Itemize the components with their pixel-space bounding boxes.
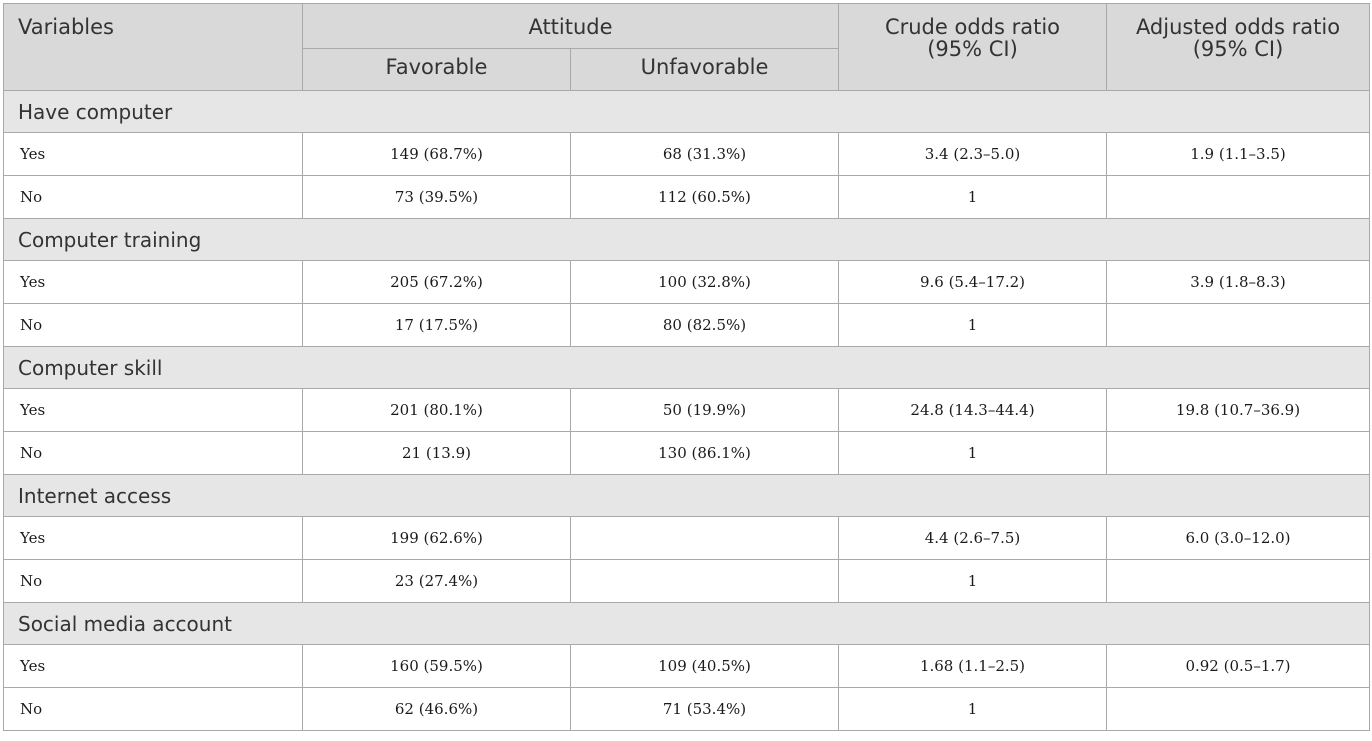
table-row: Yes 205 (67.2%) 100 (32.8%) 9.6 (5.4–17.… [3,260,1370,304]
cell-crude-or: 1 [838,175,1107,219]
cell-unfavorable: 71 (53.4%) [570,687,839,731]
group-title: Computer training [3,218,1370,261]
cell-adjusted-or: 1.9 (1.1–3.5) [1106,132,1370,176]
cell-crude-or: 1 [838,303,1107,347]
cell-favorable: 149 (68.7%) [302,132,571,176]
cell-favorable: 62 (46.6%) [302,687,571,731]
header-variables: Variables [3,3,303,91]
cell-unfavorable [570,516,839,560]
row-label: No [3,303,303,347]
header-attitude: Attitude [302,3,839,49]
group-row: Have computer [3,90,1370,133]
row-label: No [3,687,303,731]
cell-crude-or: 9.6 (5.4–17.2) [838,260,1107,304]
header-crude-odds-ratio: Crude odds ratio (95% CI) [838,3,1107,91]
table-row: No 17 (17.5%) 80 (82.5%) 1 [3,303,1370,347]
cell-unfavorable: 50 (19.9%) [570,388,839,432]
cell-adjusted-or [1106,303,1370,347]
cell-adjusted-or [1106,431,1370,475]
table-row: No 73 (39.5%) 112 (60.5%) 1 [3,175,1370,219]
table-row: Yes 160 (59.5%) 109 (40.5%) 1.68 (1.1–2.… [3,644,1370,688]
row-label: Yes [3,644,303,688]
cell-adjusted-or: 19.8 (10.7–36.9) [1106,388,1370,432]
cell-adjusted-or [1106,175,1370,219]
cell-crude-or: 1 [838,687,1107,731]
cell-unfavorable: 109 (40.5%) [570,644,839,688]
cell-unfavorable: 130 (86.1%) [570,431,839,475]
cell-crude-or: 1 [838,431,1107,475]
header-adjusted-odds-ratio: Adjusted odds ratio (95% CI) [1106,3,1370,91]
cell-crude-or: 24.8 (14.3–44.4) [838,388,1107,432]
cell-crude-or: 4.4 (2.6–7.5) [838,516,1107,560]
group-row: Computer training [3,218,1370,261]
cell-adjusted-or: 0.92 (0.5–1.7) [1106,644,1370,688]
header-adjusted-line1: Adjusted odds ratio [1135,15,1341,39]
header-unfavorable: Unfavorable [570,48,839,91]
header-crude-line2: (95% CI) [927,37,1018,61]
table-row: Yes 149 (68.7%) 68 (31.3%) 3.4 (2.3–5.0)… [3,132,1370,176]
cell-crude-or: 1.68 (1.1–2.5) [838,644,1107,688]
table-body: Have computer Yes 149 (68.7%) 68 (31.3%)… [3,90,1370,731]
row-label: No [3,559,303,603]
odds-ratio-table: Variables Attitude Crude odds ratio (95%… [3,3,1370,731]
cell-unfavorable: 112 (60.5%) [570,175,839,219]
table-row: No 62 (46.6%) 71 (53.4%) 1 [3,687,1370,731]
group-row: Social media account [3,602,1370,645]
cell-adjusted-or: 6.0 (3.0–12.0) [1106,516,1370,560]
row-label: Yes [3,260,303,304]
header-crude-line1: Crude odds ratio [884,15,1061,39]
cell-crude-or: 1 [838,559,1107,603]
cell-unfavorable [570,559,839,603]
cell-adjusted-or: 3.9 (1.8–8.3) [1106,260,1370,304]
cell-favorable: 73 (39.5%) [302,175,571,219]
row-label: Yes [3,132,303,176]
table-row: Yes 199 (62.6%) 4.4 (2.6–7.5) 6.0 (3.0–1… [3,516,1370,560]
group-title: Internet access [3,474,1370,517]
table-row: No 21 (13.9) 130 (86.1%) 1 [3,431,1370,475]
table-row: No 23 (27.4%) 1 [3,559,1370,603]
header-favorable: Favorable [302,48,571,91]
header-adjusted-line2: (95% CI) [1192,37,1284,61]
cell-adjusted-or [1106,559,1370,603]
group-title: Computer skill [3,346,1370,389]
cell-favorable: 160 (59.5%) [302,644,571,688]
cell-favorable: 201 (80.1%) [302,388,571,432]
cell-crude-or: 3.4 (2.3–5.0) [838,132,1107,176]
cell-adjusted-or [1106,687,1370,731]
cell-favorable: 23 (27.4%) [302,559,571,603]
row-label: No [3,175,303,219]
table-header: Variables Attitude Crude odds ratio (95%… [3,3,1370,91]
cell-unfavorable: 100 (32.8%) [570,260,839,304]
row-label: No [3,431,303,475]
group-title: Have computer [3,90,1370,133]
row-label: Yes [3,516,303,560]
cell-favorable: 199 (62.6%) [302,516,571,560]
group-title: Social media account [3,602,1370,645]
table-row: Yes 201 (80.1%) 50 (19.9%) 24.8 (14.3–44… [3,388,1370,432]
cell-unfavorable: 80 (82.5%) [570,303,839,347]
group-row: Internet access [3,474,1370,517]
group-row: Computer skill [3,346,1370,389]
cell-unfavorable: 68 (31.3%) [570,132,839,176]
row-label: Yes [3,388,303,432]
cell-favorable: 17 (17.5%) [302,303,571,347]
cell-favorable: 205 (67.2%) [302,260,571,304]
cell-favorable: 21 (13.9) [302,431,571,475]
